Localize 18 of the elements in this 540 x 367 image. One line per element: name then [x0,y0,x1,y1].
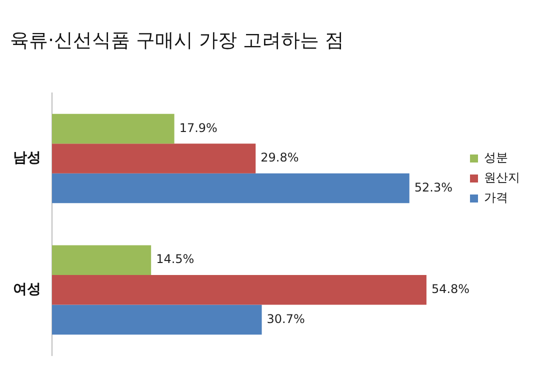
data-label: 14.5% [156,252,194,266]
bar [52,275,426,305]
data-label: 17.9% [179,120,218,135]
bar [52,304,262,335]
bar [52,144,256,174]
bar [52,245,152,276]
data-label: 52.3% [414,180,453,194]
legend-label: 원산지 [484,170,520,185]
chart-title: 육류·신선식품 구매시 가장 고려하는 점 [10,29,344,52]
bar [52,173,410,204]
y-tick-label: 여성 [13,282,41,298]
legend-label: 성분 [484,150,508,165]
data-label: 54.8% [431,282,470,296]
y-tick-label: 남성 [13,150,41,166]
data-label: 29.8% [260,150,299,165]
legend-label: 가격 [484,190,508,205]
bar [52,114,174,144]
data-label: 30.7% [266,312,305,326]
